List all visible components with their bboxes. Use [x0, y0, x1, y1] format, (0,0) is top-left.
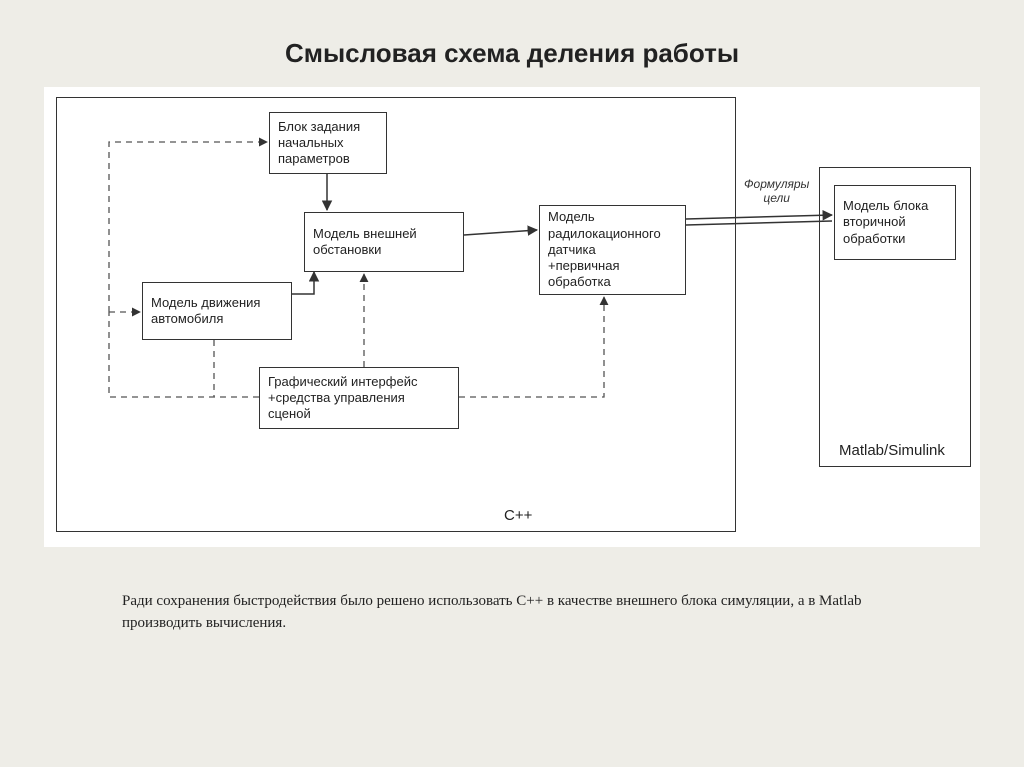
node-secondary: Модель блока вторичной обработки	[834, 185, 956, 260]
node-params: Блок задания начальных параметров	[269, 112, 387, 174]
node-car: Модель движения автомобиля	[142, 282, 292, 340]
caption-text: Ради сохранения быстродействия было реше…	[122, 591, 902, 635]
edge-label-forms: Формуляры цели	[744, 177, 809, 206]
node-gui: Графический интерфейс +средства управлен…	[259, 367, 459, 429]
node-radar: Модель радилокационного датчика +первичн…	[539, 205, 686, 295]
label-matlab: Matlab/Simulink	[839, 442, 945, 459]
label-cpp: C++	[504, 507, 532, 524]
page-title: Смысловая схема деления работы	[0, 0, 1024, 87]
diagram-frame: Блок задания начальных параметров Модель…	[44, 87, 980, 547]
node-env: Модель внешней обстановки	[304, 212, 464, 272]
